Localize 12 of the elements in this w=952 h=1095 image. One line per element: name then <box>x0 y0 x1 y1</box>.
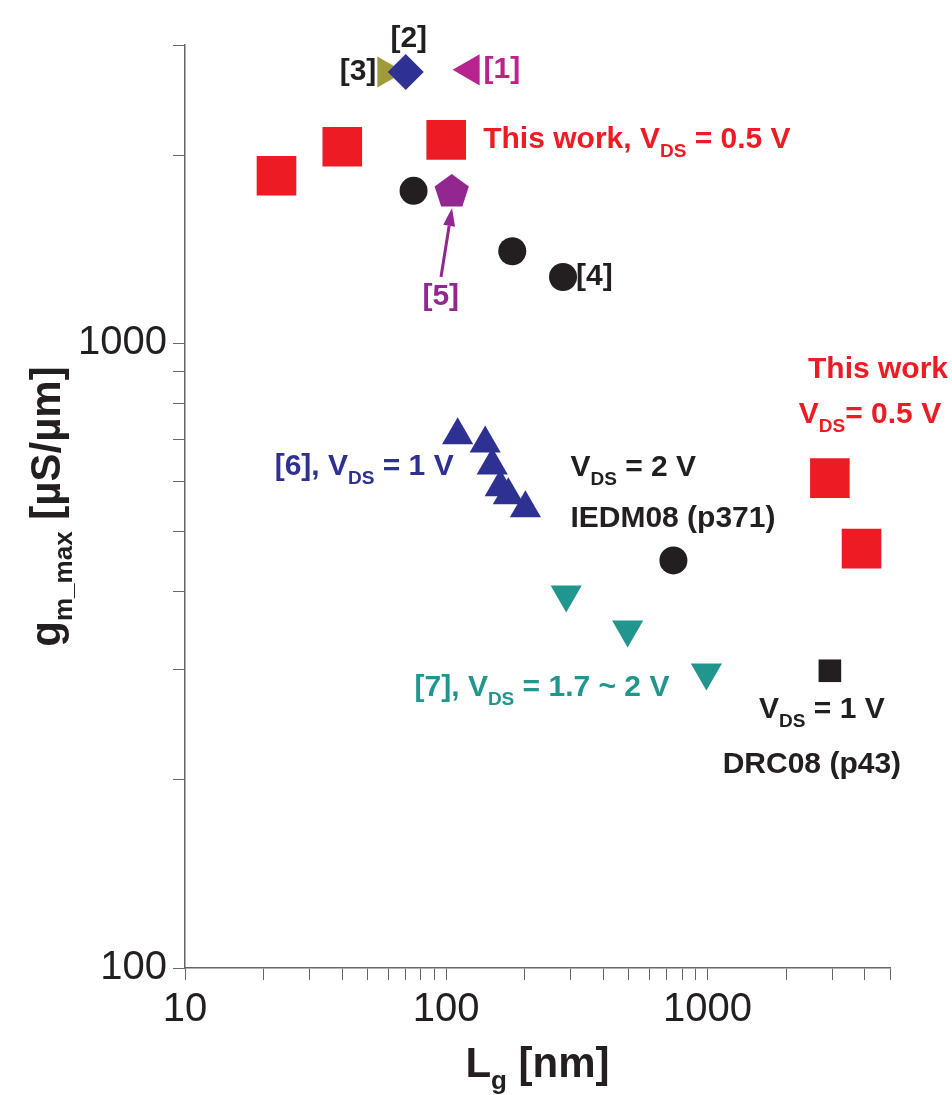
annotation: [4] <box>576 258 613 292</box>
annotation: This work <box>807 351 949 385</box>
x-tick-label: 1000 <box>662 985 752 1030</box>
y-axis-title: gm_max [µS/µm] <box>21 366 78 647</box>
annotation: [5] <box>422 278 460 312</box>
annotation: IEDM08 (p371) <box>570 499 776 533</box>
annotation: [3] <box>339 53 377 87</box>
x-tick-label: 10 <box>162 985 208 1030</box>
annotation: DRC08 (p43) <box>722 746 902 780</box>
annotation: [1] <box>483 51 521 85</box>
annotation: [2] <box>390 20 428 54</box>
x-tick-label: 100 <box>412 985 480 1030</box>
